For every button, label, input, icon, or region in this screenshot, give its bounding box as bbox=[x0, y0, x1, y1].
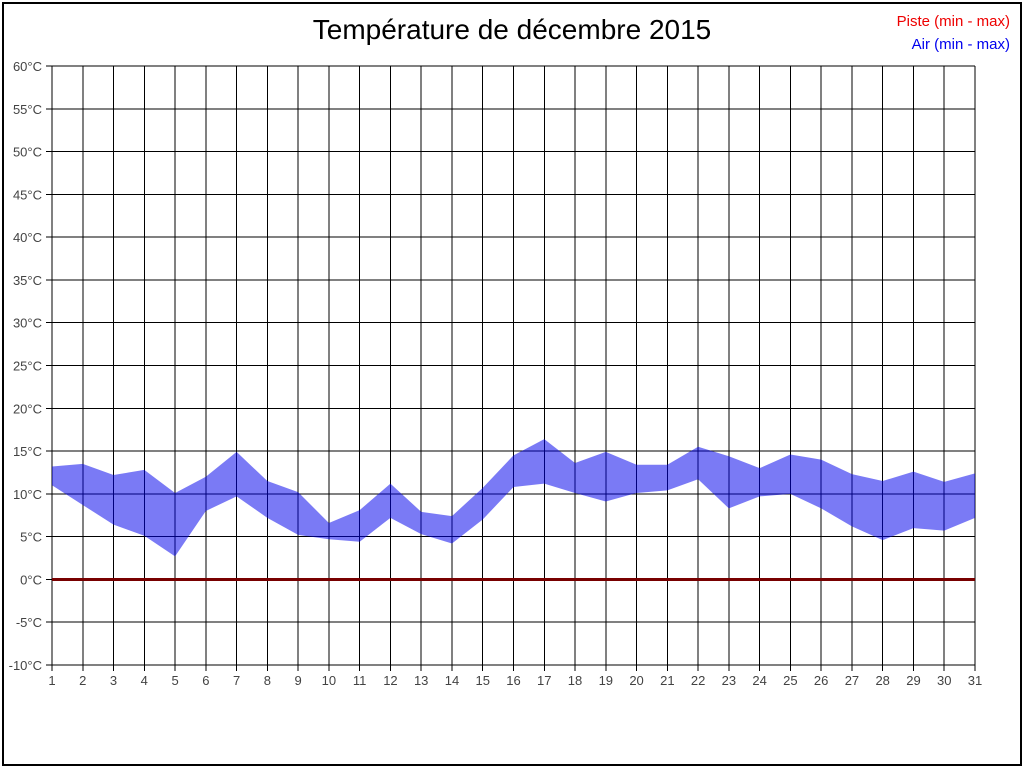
x-tick-label: 6 bbox=[202, 673, 209, 688]
x-tick-label: 10 bbox=[322, 673, 336, 688]
chart-title: Température de décembre 2015 bbox=[312, 14, 712, 45]
y-tick-label: 5°C bbox=[20, 530, 42, 545]
x-tick-label: 2 bbox=[79, 673, 86, 688]
x-tick-label: 24 bbox=[752, 673, 766, 688]
x-tick-label: 3 bbox=[110, 673, 117, 688]
x-tick-label: 9 bbox=[295, 673, 302, 688]
x-tick-label: 20 bbox=[629, 673, 643, 688]
x-tick-label: 8 bbox=[264, 673, 271, 688]
x-tick-label: 23 bbox=[722, 673, 736, 688]
x-tick-label: 12 bbox=[383, 673, 397, 688]
legend-item-piste: Piste (min - max) bbox=[896, 13, 1010, 30]
x-tick-label: 21 bbox=[660, 673, 674, 688]
x-tick-label: 16 bbox=[506, 673, 520, 688]
y-tick-label: 35°C bbox=[13, 273, 42, 288]
y-tick-label: -10°C bbox=[9, 658, 42, 673]
y-tick-label: 60°C bbox=[13, 59, 42, 74]
grid-layer bbox=[46, 65, 976, 671]
x-tick-label: 18 bbox=[568, 673, 582, 688]
x-tick-label: 27 bbox=[845, 673, 859, 688]
x-tick-label: 30 bbox=[937, 673, 951, 688]
legend-item-air: Air (min - max) bbox=[911, 36, 1010, 53]
x-tick-label: 19 bbox=[599, 673, 613, 688]
x-tick-label: 13 bbox=[414, 673, 428, 688]
legend: Piste (min - max) Air (min - max) bbox=[897, 10, 1010, 56]
x-tick-label: 5 bbox=[171, 673, 178, 688]
y-tick-label: -5°C bbox=[16, 615, 42, 630]
x-tick-label: 17 bbox=[537, 673, 551, 688]
y-tick-label: 45°C bbox=[13, 187, 42, 202]
x-tick-label: 28 bbox=[875, 673, 889, 688]
x-tick-label: 7 bbox=[233, 673, 240, 688]
y-tick-label: 40°C bbox=[13, 230, 42, 245]
axis-labels: 1 2 3 4 5 6 7 8 9 10 11 12 13 14 15 16 17 18 19 20 21 22 23 24 2… bbox=[9, 59, 983, 688]
x-tick-label: 26 bbox=[814, 673, 828, 688]
y-tick-label: 0°C bbox=[20, 572, 42, 587]
x-tick-label: 1 bbox=[48, 673, 55, 688]
x-tick-label: 14 bbox=[445, 673, 459, 688]
x-tick-label: 15 bbox=[475, 673, 489, 688]
y-tick-label: 10°C bbox=[13, 487, 42, 502]
air-minmax-band bbox=[52, 439, 975, 557]
y-tick-label: 50°C bbox=[13, 145, 42, 160]
x-tick-label: 4 bbox=[141, 673, 148, 688]
y-tick-label: 30°C bbox=[13, 316, 42, 331]
y-tick-label: 20°C bbox=[13, 401, 42, 416]
y-tick-label: 55°C bbox=[13, 102, 42, 117]
x-tick-label: 25 bbox=[783, 673, 797, 688]
x-tick-label: 31 bbox=[968, 673, 982, 688]
x-tick-label: 22 bbox=[691, 673, 705, 688]
y-tick-label: 25°C bbox=[13, 359, 42, 374]
x-tick-label: 29 bbox=[906, 673, 920, 688]
x-tick-label: 11 bbox=[353, 673, 367, 688]
y-tick-label: 15°C bbox=[13, 444, 42, 459]
